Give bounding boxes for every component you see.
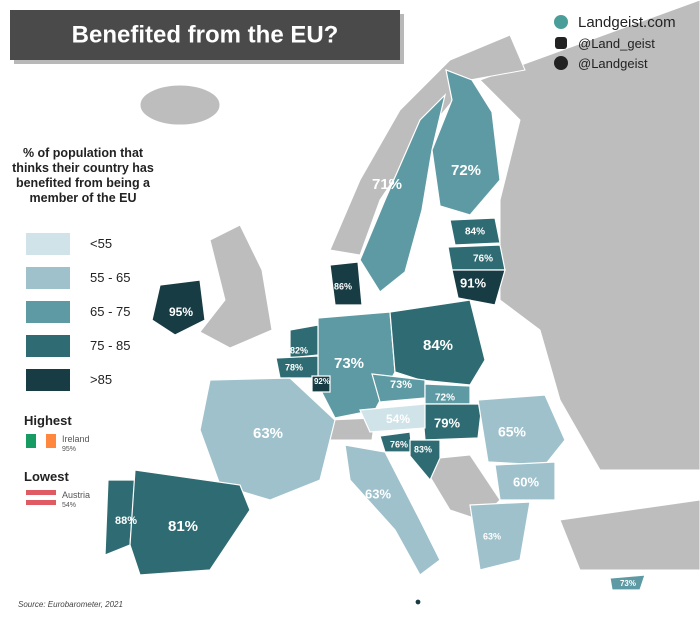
region <box>359 403 426 433</box>
region-label: 73% <box>390 379 412 391</box>
region <box>469 501 531 571</box>
region-label: 88% <box>115 515 137 527</box>
brand-instagram: @Land_geist <box>578 36 655 51</box>
brand-twitter: @Landgeist <box>578 56 648 71</box>
legend-label: 55 - 65 <box>90 270 131 285</box>
icon <box>554 56 568 70</box>
flag <box>36 434 46 448</box>
legend-swatch <box>26 369 70 391</box>
title: Benefited from the EU? <box>72 21 339 48</box>
legend-title: % of population that thinks their countr… <box>12 146 154 205</box>
legend-swatch <box>26 233 70 255</box>
region-label: 86% <box>334 281 352 291</box>
region-label: 72% <box>435 393 455 404</box>
region-label: 63% <box>483 531 501 541</box>
legend-item: 75 - 85 <box>26 335 186 357</box>
icon <box>555 37 567 49</box>
region <box>409 439 441 482</box>
brand-site: Landgeist.com <box>578 14 676 31</box>
region-label: 82% <box>290 345 308 355</box>
region <box>311 375 331 393</box>
region <box>389 299 486 386</box>
highest-heading: Highest <box>24 413 72 428</box>
lowest-value: 54% <box>62 502 77 509</box>
region-label: 60% <box>513 474 539 489</box>
source: Source: Eurobarometer, 2021 <box>18 600 123 609</box>
region <box>289 324 319 359</box>
region-label: 73% <box>334 355 364 372</box>
legend-label: >85 <box>90 372 113 387</box>
region <box>449 217 501 246</box>
region-label: 76% <box>390 439 408 449</box>
legend-label: 75 - 85 <box>90 338 131 353</box>
lowest-country: Austria <box>62 490 91 500</box>
legend-label: 65 - 75 <box>90 304 131 319</box>
land <box>559 499 700 571</box>
region-label: 84% <box>423 337 453 354</box>
region-label: 87% <box>411 609 426 616</box>
icon <box>554 15 568 29</box>
highest-value: 95% <box>62 446 77 453</box>
region <box>494 461 556 501</box>
region-label: 81% <box>168 518 198 535</box>
legend-item: <55 <box>26 233 186 255</box>
region-label: 95% <box>169 305 193 319</box>
legend-item: 65 - 75 <box>26 301 186 323</box>
flag <box>46 434 56 448</box>
region-label: 92% <box>314 377 330 386</box>
region <box>151 279 206 336</box>
region <box>129 469 251 576</box>
region-label: 78% <box>285 362 303 372</box>
legend-item: 55 - 65 <box>26 267 186 289</box>
land <box>139 84 221 126</box>
region <box>414 598 422 606</box>
legend-swatch <box>26 267 70 289</box>
region <box>329 261 363 306</box>
region-label: 83% <box>414 444 432 454</box>
highest-country: Ireland <box>62 434 90 444</box>
region-label: 63% <box>253 425 283 442</box>
region <box>431 69 501 216</box>
legend-label: <55 <box>90 236 113 251</box>
land <box>329 34 526 256</box>
region-label: 76% <box>473 254 493 265</box>
region-label: 63% <box>365 486 391 501</box>
region-label: 91% <box>460 275 486 290</box>
region-label: 54% <box>386 412 410 426</box>
region <box>609 574 646 591</box>
region-label: 79% <box>434 415 460 430</box>
land <box>479 0 700 471</box>
region <box>199 377 336 501</box>
title-bar <box>10 10 400 60</box>
region <box>344 444 441 576</box>
legend-swatch <box>26 301 70 323</box>
flag <box>26 434 36 448</box>
legend-item: >85 <box>26 369 186 391</box>
land <box>199 224 273 349</box>
region-label: 72% <box>451 162 481 179</box>
flag <box>26 490 56 495</box>
flag <box>26 500 56 505</box>
region-label: 73% <box>620 579 636 588</box>
region <box>451 269 506 306</box>
lowest-heading: Lowest <box>24 469 69 484</box>
region-label: 71% <box>372 176 402 193</box>
region-label: 84% <box>465 227 485 238</box>
region <box>477 394 566 466</box>
region-label: 65% <box>498 424 527 440</box>
legend-swatch <box>26 335 70 357</box>
